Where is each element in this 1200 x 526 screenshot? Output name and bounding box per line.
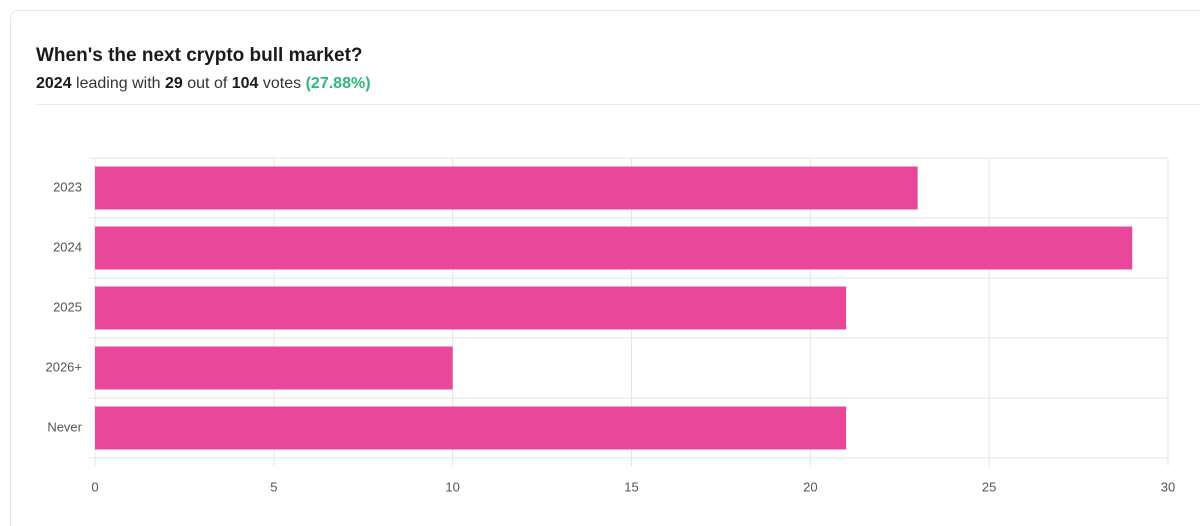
x-tick-label: 25 <box>982 479 996 494</box>
poll-card: When's the next crypto bull market? 2024… <box>10 10 1200 526</box>
x-tick-label: 20 <box>803 479 817 494</box>
total-votes: 104 <box>231 75 259 92</box>
y-tick-label: 2026+ <box>45 359 82 374</box>
y-tick-label: Never <box>47 419 82 434</box>
poll-summary: 2024 leading with 29 out of 104 votes (2… <box>36 75 371 93</box>
separator <box>36 104 1200 105</box>
y-tick-label: 2025 <box>53 299 82 314</box>
bar <box>95 406 847 450</box>
bar <box>95 166 918 210</box>
poll-title: When's the next crypto bull market? <box>36 45 363 66</box>
bar <box>95 286 847 330</box>
leader-votes: 29 <box>165 75 183 92</box>
x-tick-label: 0 <box>91 479 98 494</box>
x-tick-label: 15 <box>624 479 638 494</box>
y-tick-label: 2024 <box>53 239 82 254</box>
bar <box>95 346 453 390</box>
summary-text: out of <box>187 75 228 92</box>
summary-text: leading with <box>76 75 161 92</box>
y-tick-label: 2023 <box>53 179 82 194</box>
leader: 2024 <box>36 75 72 92</box>
x-tick-label: 10 <box>445 479 459 494</box>
x-tick-label: 30 <box>1161 479 1175 494</box>
bar <box>95 226 1133 270</box>
x-tick-label: 5 <box>270 479 277 494</box>
leader-share: (27.88%) <box>305 75 371 92</box>
summary-text: votes <box>262 75 302 92</box>
